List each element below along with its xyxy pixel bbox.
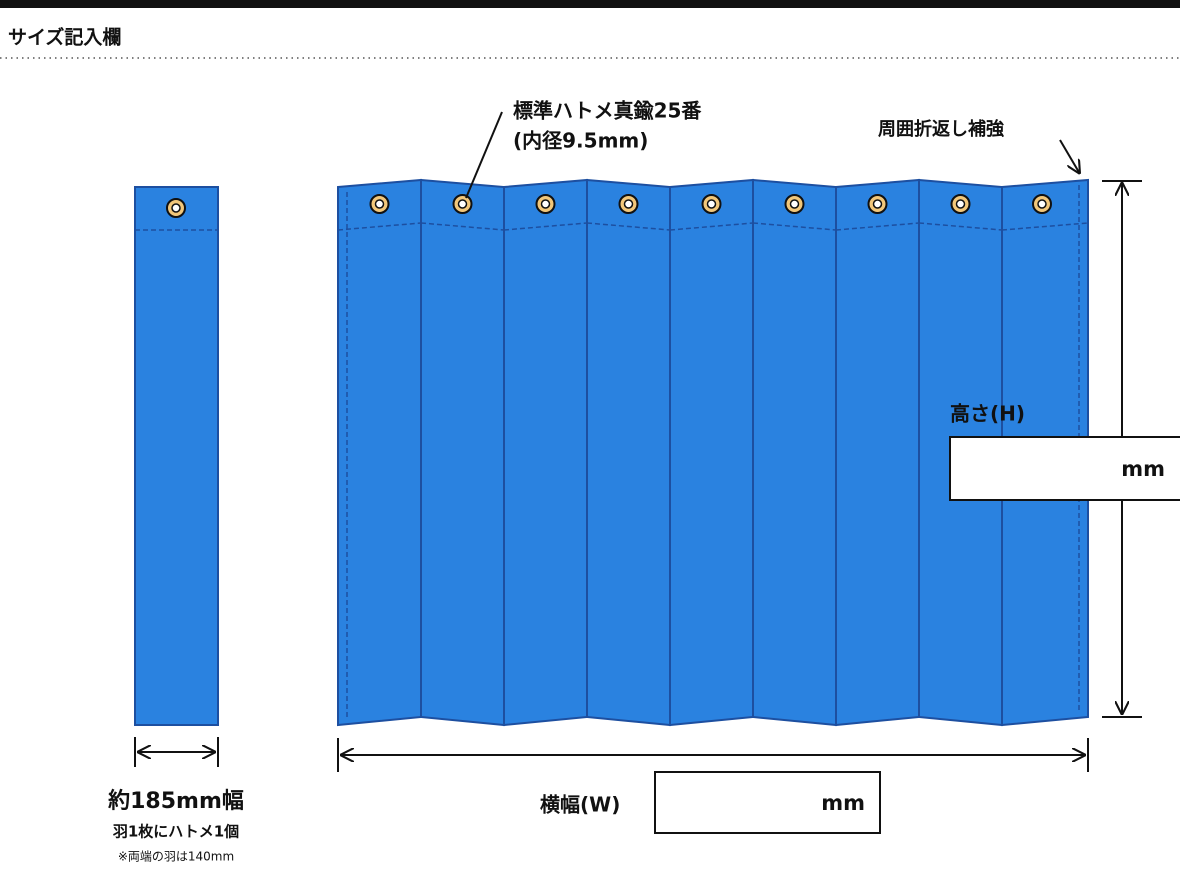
hem-line bbox=[420, 222, 505, 231]
grommet-hole bbox=[955, 199, 966, 209]
hem-line bbox=[503, 222, 588, 231]
section-title: サイズ記入欄 bbox=[8, 26, 121, 49]
curtain-panel bbox=[835, 178, 920, 727]
grommet-hole bbox=[1037, 199, 1047, 209]
hem-note: 周囲折返し補強 bbox=[878, 118, 1005, 140]
grommet-leader bbox=[465, 111, 503, 199]
grommet-hole bbox=[623, 199, 634, 209]
hem-line bbox=[669, 222, 754, 231]
curtain-panel bbox=[337, 178, 422, 727]
panel-width: 約185mm幅 bbox=[107, 788, 244, 814]
height-unit: mm bbox=[1121, 457, 1165, 481]
grommet-hole bbox=[374, 199, 385, 209]
curtain-panel bbox=[752, 178, 837, 727]
width-unit: mm bbox=[821, 791, 865, 815]
height-input[interactable] bbox=[949, 436, 1180, 501]
height-label: 高さ(H) bbox=[950, 402, 1025, 426]
hem-line bbox=[918, 222, 1003, 231]
hem-leader bbox=[1059, 139, 1080, 174]
panel bbox=[134, 186, 219, 726]
grommet-hole bbox=[872, 199, 883, 209]
grommet-note: (内径9.5mm) bbox=[513, 129, 648, 153]
grommet-hole bbox=[540, 199, 551, 209]
grommet-note: 標準ハトメ真鍮25番 bbox=[513, 99, 702, 123]
grommet-hole bbox=[706, 199, 717, 209]
curtain-panel bbox=[420, 178, 505, 727]
top-bar bbox=[0, 0, 1180, 8]
curtain-panel bbox=[503, 178, 588, 727]
width-input[interactable] bbox=[654, 771, 881, 834]
hem-line bbox=[337, 222, 422, 231]
hem-line bbox=[752, 222, 837, 231]
hem-line bbox=[1001, 222, 1089, 231]
grommet-hole bbox=[457, 199, 468, 209]
hem-line bbox=[586, 222, 671, 231]
curtain bbox=[337, 178, 1089, 727]
panel-note: ※両端の羽は140mm bbox=[118, 850, 234, 864]
single-panel bbox=[134, 186, 219, 726]
panel-grommets: 羽1枚にハトメ1個 bbox=[113, 823, 239, 841]
hem-line bbox=[835, 222, 920, 231]
width-label: 横幅(W) bbox=[540, 793, 620, 817]
grommet-hole bbox=[171, 203, 181, 213]
curtain-panel bbox=[669, 178, 754, 727]
grommet-hole bbox=[789, 199, 800, 209]
curtain-panel bbox=[586, 178, 671, 727]
